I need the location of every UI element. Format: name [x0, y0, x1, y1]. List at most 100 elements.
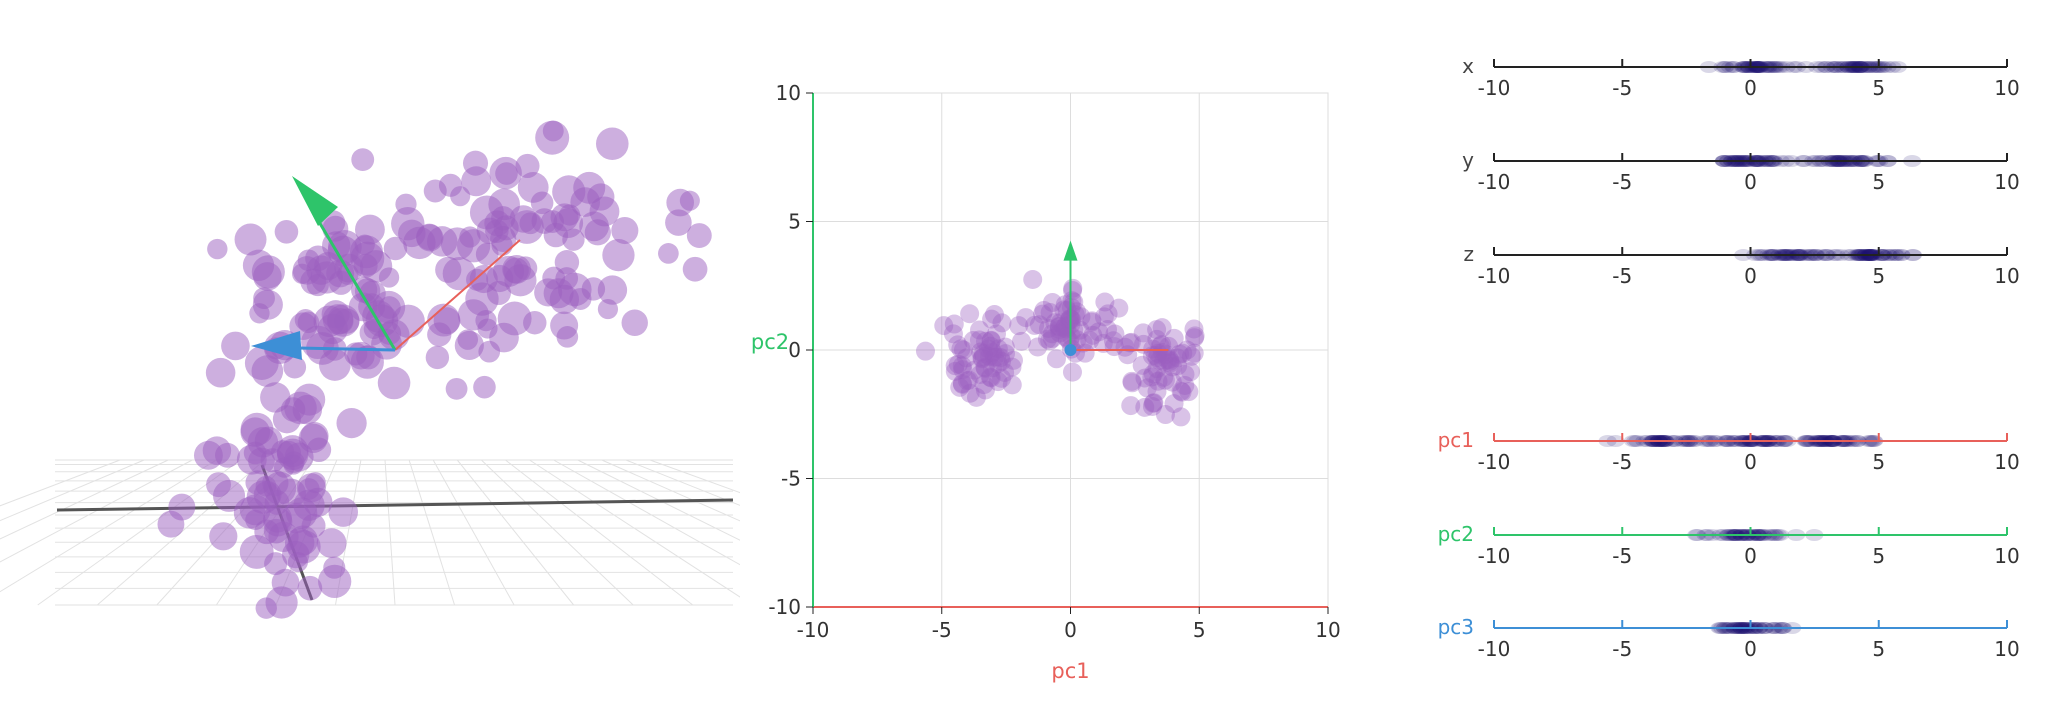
strip-z: -10 -5 0 5 10 z [1464, 242, 2020, 288]
data-point-3d [503, 257, 529, 284]
data-point [979, 339, 999, 359]
data-point [1037, 329, 1057, 349]
x-axis-label: pc1 [1051, 659, 1089, 683]
strip-tick-label: 10 [1994, 544, 2019, 568]
data-point [971, 342, 991, 362]
data-point [1143, 364, 1163, 384]
strip-tick-label: 0 [1744, 450, 1757, 474]
data-point [1039, 319, 1059, 339]
data-point-3d [383, 236, 408, 261]
data-point-3d [253, 287, 275, 310]
strip-tick-label: -5 [1612, 450, 1632, 474]
data-point [995, 337, 1015, 357]
data-point-3d [558, 272, 592, 307]
data-point [1142, 367, 1162, 387]
data-point-3d [550, 311, 579, 340]
data-point [1168, 356, 1188, 376]
floor-grid-line [481, 459, 634, 606]
data-point [1143, 393, 1163, 413]
pc2-arrowhead-3d [292, 176, 338, 226]
strip-tick-label: 0 [1744, 170, 1757, 194]
data-point [1049, 319, 1069, 339]
data-point [980, 367, 1000, 387]
y-axis-label: pc2 [751, 330, 789, 354]
data-point-3d [535, 120, 570, 155]
data-point-3d [658, 243, 679, 264]
data-point [1098, 304, 1118, 324]
data-point-3d [489, 322, 519, 353]
strip-tick-label: -10 [1478, 170, 1511, 194]
data-point [965, 360, 985, 380]
x-tick-label: 5 [1193, 618, 1206, 642]
3d-scatter-plot[interactable] [0, 0, 1051, 703]
data-point-3d [515, 153, 540, 178]
data-point [1168, 348, 1188, 368]
data-point-3d [423, 179, 447, 203]
data-point [974, 375, 994, 395]
data-point [957, 371, 977, 391]
data-point-3d [283, 355, 307, 379]
data-point-3d [168, 493, 196, 521]
data-point [1171, 381, 1191, 401]
data-point [983, 342, 1003, 362]
data-point [1063, 281, 1083, 301]
data-point-3d [193, 440, 223, 470]
data-point-3d [233, 497, 266, 529]
data-point-3d [293, 383, 326, 416]
data-point [1150, 350, 1170, 370]
data-point-3d [351, 148, 375, 172]
strip-tick-label: 0 [1744, 76, 1757, 100]
data-point [992, 313, 1012, 333]
data-point [1137, 378, 1157, 398]
data-point [1147, 320, 1167, 340]
data-point-3d [221, 331, 250, 361]
data-point-3d [457, 329, 479, 350]
data-point-3d [462, 150, 489, 176]
x-tick-label: -10 [797, 618, 830, 642]
data-point-3d [435, 256, 462, 283]
data-point-3d [205, 357, 236, 388]
data-point-3d [300, 422, 329, 451]
data-point [1159, 350, 1179, 370]
data-point [970, 364, 990, 384]
data-point [1009, 316, 1029, 336]
data-point [981, 330, 1001, 350]
y-tick-label: 10 [776, 81, 801, 105]
data-point-3d [284, 442, 314, 472]
data-point [966, 387, 986, 407]
data-point-3d [355, 214, 385, 245]
data-point [1033, 304, 1053, 324]
data-point [972, 349, 992, 369]
strip-label: y [1462, 148, 1474, 172]
data-point [1121, 332, 1141, 352]
data-point-3d [459, 226, 481, 248]
strip-tick-label: 10 [1994, 264, 2019, 288]
data-point [1098, 320, 1118, 340]
data-point [1063, 278, 1083, 298]
data-point-3d [336, 407, 367, 439]
data-point [995, 362, 1015, 382]
data-point [990, 348, 1010, 368]
data-point [953, 340, 973, 360]
pc3-arrow-3d [297, 346, 396, 352]
strip-pc1: -10 -5 0 5 10 pc1 [1438, 428, 2020, 474]
3d-scatter-panel[interactable] [0, 0, 1051, 703]
pc2-arrowhead [1063, 240, 1078, 261]
data-point [981, 368, 1001, 388]
data-point-3d [264, 490, 290, 515]
data-point-3d [475, 309, 497, 332]
data-point [1147, 382, 1167, 402]
data-point-3d [377, 321, 402, 345]
data-point [1002, 357, 1022, 377]
strip-tick-label: 10 [1994, 170, 2019, 194]
data-point [1160, 351, 1180, 371]
floor-grid-line [553, 459, 813, 606]
data-point-3d [274, 219, 299, 244]
data-point [952, 374, 972, 394]
data-point [1046, 349, 1066, 369]
data-point-3d [465, 282, 499, 316]
data-point [1163, 357, 1183, 377]
data-point-3d [425, 345, 450, 370]
data-point-3d [287, 551, 308, 573]
data-point-3d [543, 222, 569, 248]
